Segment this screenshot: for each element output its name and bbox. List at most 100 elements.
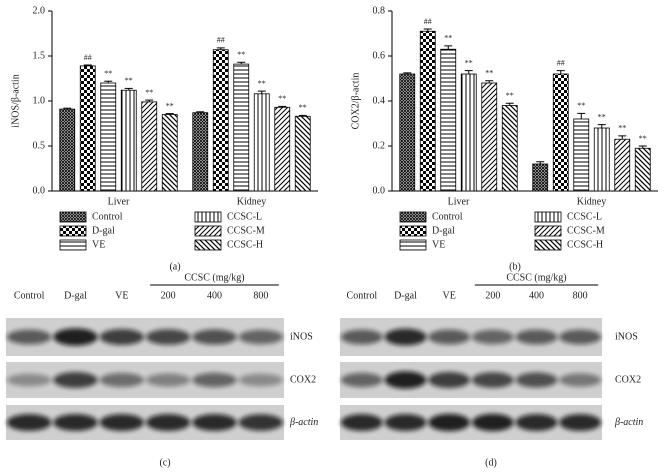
blot-band [428,372,471,388]
significance-mark: ** [598,112,606,121]
blot-band [515,414,558,431]
legend-swatch [534,225,562,237]
bar [481,82,498,192]
legend-swatch [534,211,562,223]
error-bar [444,45,453,50]
blot-band [99,414,145,431]
error-bar [278,105,287,108]
significance-mark: ** [145,88,153,97]
significance-mark: ## [217,36,225,45]
y-tick-label: 0.2 [373,140,386,151]
bar [274,106,291,192]
panel-label: (a) [169,261,180,272]
group-label: CCSC (mg/kg) [506,272,566,283]
blot-band [384,371,427,389]
dose-label: 800 [573,290,588,301]
error-bar [237,61,246,65]
error-bar [216,47,225,50]
error-bar [124,87,133,91]
error-bar [196,111,205,113]
bar [634,147,651,192]
blot-strip [340,318,602,356]
blot-band [559,373,602,387]
error-bar [556,70,565,74]
blot-band [53,328,98,346]
blot-band [192,372,237,388]
x-tick-label: Kidney [577,196,606,207]
y-tick-label: 0.8 [373,5,386,16]
significance-mark: ** [618,124,626,133]
y-tick-label: 0.0 [33,185,46,196]
error-bar [638,145,647,149]
bar [501,105,518,192]
bar [573,118,590,192]
significance-mark: ** [506,91,514,100]
bar [141,101,158,192]
significance-mark: ** [577,101,585,110]
bar [233,63,250,192]
error-bar [104,80,113,83]
lane-label: D-gal [64,290,87,301]
bar [120,89,137,192]
error-bar [423,28,432,32]
error-bar [145,99,154,102]
blot-band [145,414,191,431]
row-label: COX2 [615,374,641,385]
lane-label: VE [442,290,455,301]
legend-swatch [194,239,222,251]
error-bar [536,161,545,164]
panel-label: (d) [485,457,497,468]
row-label: COX2 [290,374,316,385]
legend-label: CCSC-H [227,239,263,250]
legend-label: D-gal [92,225,115,236]
bar [294,115,311,192]
blot-band [559,329,602,345]
dose-label: 400 [207,290,222,301]
blot-band [471,413,514,432]
bar [460,73,477,192]
blot-band [515,372,558,388]
y-tick-label: 0.0 [373,185,386,196]
row-label: iNOS [615,331,638,342]
blot-strip [340,362,602,398]
bar [100,82,117,192]
x-tick-label: Liver [448,196,470,207]
significance-mark: ** [465,58,473,67]
dose-label: 400 [529,290,544,301]
x-tick-label: Liver [108,196,130,207]
panel-label: (c) [159,457,170,468]
blot-band [145,329,191,345]
error-bar [403,72,412,74]
bar [593,127,610,192]
blot-band [238,373,284,387]
blot-band [6,414,52,431]
blot-band [428,329,471,345]
lane-label: VE [115,290,128,301]
significance-mark: ** [485,69,493,78]
error-bar [505,102,514,106]
legend-swatch [194,211,222,223]
error-bar [485,80,494,83]
bar [192,112,209,192]
blot-band [145,373,191,387]
legend-label: VE [432,239,445,250]
significance-mark: ## [424,17,432,26]
blot-band [192,329,237,345]
bar [552,73,569,192]
error-bar [618,135,627,140]
significance-mark: ** [166,101,174,110]
legend-swatch [399,239,427,251]
blot-band [99,329,145,345]
error-bar [577,112,586,119]
legend-label: CCSC-M [227,225,265,236]
error-bar [597,124,606,128]
blot-band [471,372,514,388]
row-label: iNOS [290,331,313,342]
legend-label: Control [92,211,123,222]
blot-band [53,372,98,388]
legend-swatch [194,225,222,237]
error-bar [298,114,307,117]
legend-label: Control [432,211,463,222]
y-tick-label: 1.5 [33,50,46,61]
legend-label: CCSC-L [227,211,262,222]
